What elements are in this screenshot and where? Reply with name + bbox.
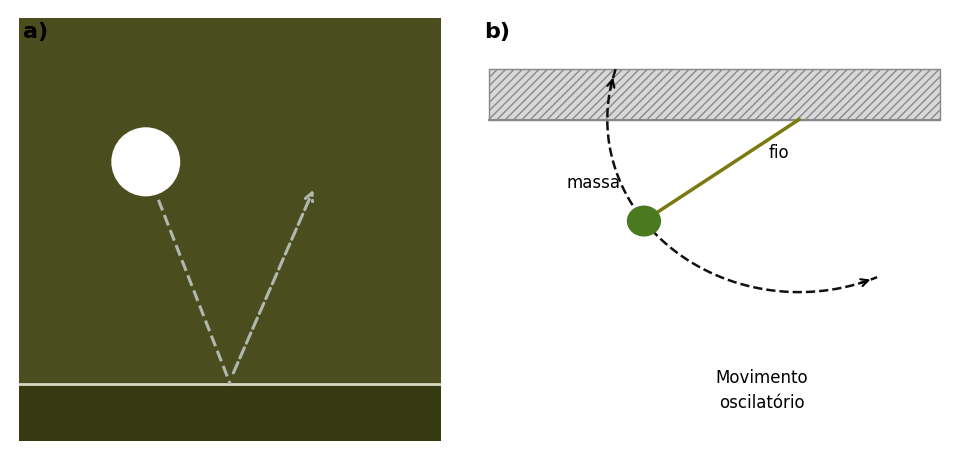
Text: b): b) (484, 22, 510, 42)
Circle shape (627, 206, 661, 236)
Text: massa: massa (567, 174, 620, 192)
Text: a): a) (23, 22, 49, 42)
Bar (489, 69, 940, 120)
Bar (19, 18, 441, 384)
Bar (19, 384, 441, 441)
Text: Movimento
oscilatório: Movimento oscilatório (715, 369, 807, 412)
Text: fio: fio (768, 144, 789, 162)
Circle shape (112, 128, 179, 196)
